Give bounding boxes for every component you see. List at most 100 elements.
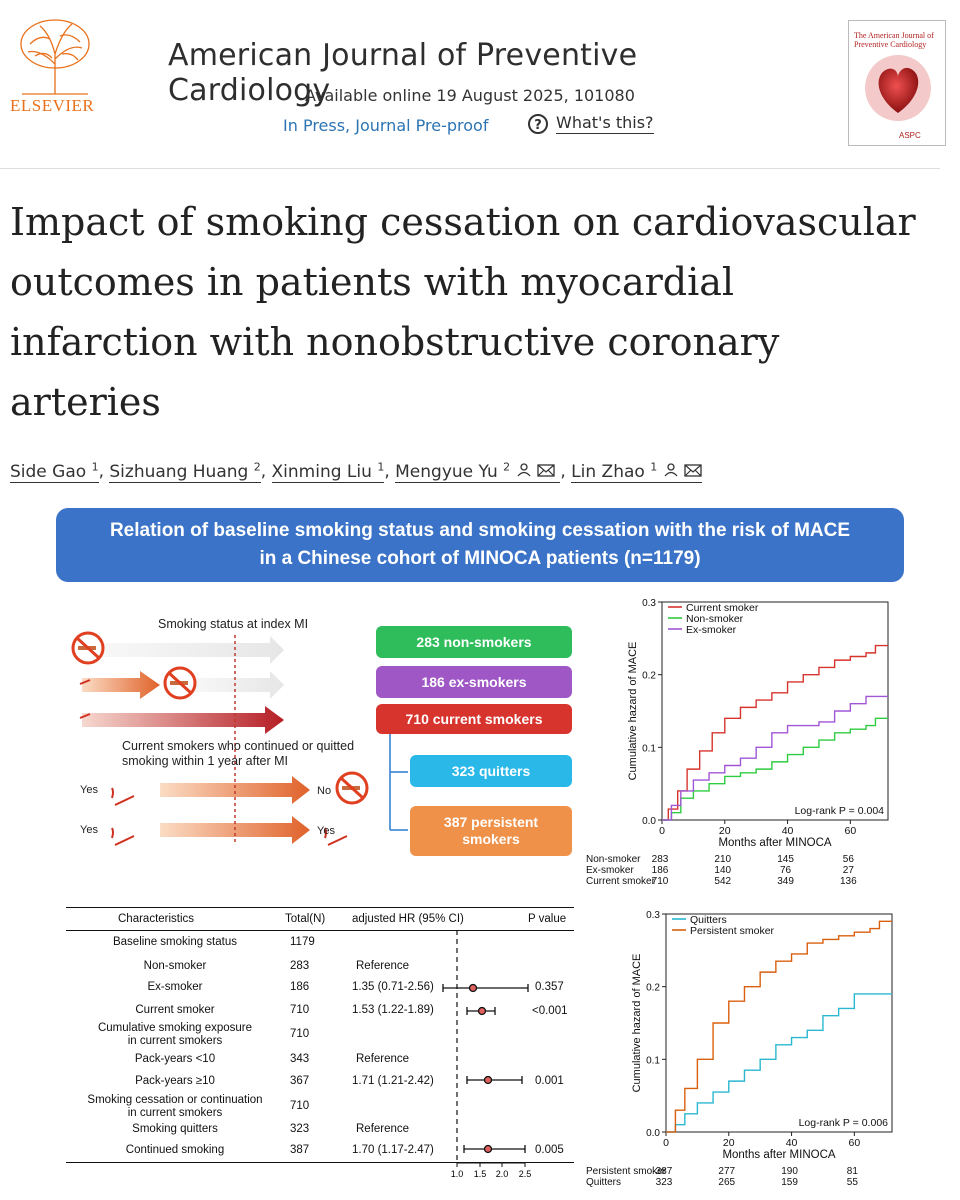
no-label: No xyxy=(317,785,332,797)
journal-cover[interactable]: The American Journal of Preventive Cardi… xyxy=(848,20,946,146)
table-row-label: Non-smoker xyxy=(143,960,207,972)
article-title: Impact of smoking cessation on cardiovas… xyxy=(10,200,916,424)
table-row-label: Continued smoking xyxy=(125,1144,225,1156)
risk-value: 387 xyxy=(656,1166,673,1177)
risk-row-label: Quitters xyxy=(586,1177,621,1188)
table-row-label: Pack-years <10 xyxy=(134,1053,216,1065)
legend-label: Ex-smoker xyxy=(686,624,737,636)
header-divider xyxy=(0,168,940,169)
table-row-n: 323 xyxy=(290,1123,310,1135)
continued-label: Current smokers who continued or quitted… xyxy=(122,739,355,768)
series-line xyxy=(666,993,892,1133)
risk-row-label: Current smoker xyxy=(586,876,656,887)
y-tick-label: 0.2 xyxy=(642,671,656,682)
table-row-p: 0.001 xyxy=(535,1075,564,1087)
legend-label: Persistent smoker xyxy=(690,925,775,937)
plot-frame xyxy=(661,601,889,821)
risk-value: 710 xyxy=(652,876,669,887)
question-icon: ? xyxy=(528,113,548,134)
forest-tick: 1.5 xyxy=(474,1169,487,1179)
col-header-total: Total(N) xyxy=(285,913,326,925)
risk-row-label: Non-smoker xyxy=(586,854,641,865)
table-row-n: 283 xyxy=(290,960,310,972)
forest-point-ex-smoker xyxy=(468,983,478,993)
y-axis-label: Cumulative hazard of MACE xyxy=(627,642,639,781)
x-axis-label: Months after MINOCA xyxy=(722,1149,835,1161)
col-header-characteristics: Characteristics xyxy=(118,913,195,925)
series-line xyxy=(662,644,888,821)
x-tick-label: 40 xyxy=(786,1137,798,1149)
no-smoking-icon xyxy=(335,771,369,805)
ex-smokers-box: 186 ex-smokers xyxy=(376,666,572,698)
forest-ci-ex-smoker xyxy=(442,984,529,992)
risk-value: 136 xyxy=(840,876,857,887)
cover-title: The American Journal of Preventive Cardi… xyxy=(854,31,934,49)
risk-value: 81 xyxy=(847,1166,859,1177)
forest-point-pack-years xyxy=(483,1075,493,1085)
series-line xyxy=(662,695,888,821)
table-row-hr: Reference xyxy=(356,1123,410,1135)
yes-label: Yes xyxy=(317,825,335,837)
series-line xyxy=(666,920,892,1133)
logrank-annotation: Log-rank P = 0.004 xyxy=(795,805,885,817)
x-tick-label: 20 xyxy=(719,825,731,837)
table-row-hr: 1.35 (0.71-2.56) xyxy=(352,981,434,993)
current-smokers-box: 710 current smokers xyxy=(376,704,572,734)
author-link[interactable]: Xinming Liu 1 xyxy=(271,460,385,483)
cigarette-icon xyxy=(79,679,348,846)
yes-label: Yes xyxy=(80,824,98,836)
author-link[interactable]: Mengyue Yu 2 xyxy=(395,460,561,483)
author-link[interactable]: Side Gao 1 xyxy=(10,460,99,483)
table-row-hr: 1.71 (1.21-2.42) xyxy=(352,1075,434,1087)
legend-label: Current smoker xyxy=(686,602,759,614)
risk-value: 349 xyxy=(777,876,794,887)
whats-this-link[interactable]: ? What's this? xyxy=(528,113,654,134)
x-tick-label: 0 xyxy=(663,1137,669,1149)
legend-label: Quitters xyxy=(690,914,727,926)
journal-name[interactable]: American Journal of Preventive Cardiolog… xyxy=(168,38,638,108)
risk-value: 159 xyxy=(781,1177,798,1188)
table-row-label: Current smoker xyxy=(135,1004,215,1016)
plot-frame xyxy=(665,913,893,1133)
risk-value: 55 xyxy=(847,1177,859,1188)
forest-ci-pack-years xyxy=(466,1076,523,1084)
quit-arrow xyxy=(160,776,310,804)
table-row-p: <0.001 xyxy=(532,1005,568,1017)
no-smoking-icon xyxy=(71,631,105,665)
heart-image xyxy=(865,55,931,121)
risk-value: 56 xyxy=(843,854,855,865)
table-row-label: Pack-years ≥10 xyxy=(135,1075,215,1087)
no-smoking-icon xyxy=(163,666,197,700)
author-link[interactable]: Sizhuang Huang 2 xyxy=(109,460,261,483)
non-smokers-box: 283 non-smokers xyxy=(376,626,572,658)
table-row-label: Smoking quitters xyxy=(132,1123,218,1135)
forest-point-continued xyxy=(483,1144,493,1154)
risk-value: 76 xyxy=(780,865,792,876)
forest-tick: 1.0 xyxy=(451,1169,464,1179)
table-row-n: 710 xyxy=(290,1100,310,1112)
risk-value: 27 xyxy=(843,865,855,876)
in-press-link[interactable]: In Press, Journal Pre-proof xyxy=(283,116,489,135)
author-link[interactable]: Lin Zhao 1 xyxy=(571,460,703,483)
table-row-n: 343 xyxy=(290,1053,310,1065)
table-row-n: 186 xyxy=(290,981,310,993)
ex-smoker-arrow-2 xyxy=(190,671,284,699)
email-icon xyxy=(684,464,702,477)
subgroup-connector xyxy=(389,733,408,831)
km-chart-smoking-status: 0.0 0.1 0.2 0.3 0 20 40 60 Months after MINOCA Cu… xyxy=(586,598,889,887)
y-tick-label: 0.1 xyxy=(646,1055,660,1066)
risk-value: 140 xyxy=(714,865,731,876)
risk-value: 542 xyxy=(714,876,731,887)
risk-value: 145 xyxy=(777,854,794,865)
logrank-annotation: Log-rank P = 0.006 xyxy=(799,1117,889,1129)
x-tick-label: 40 xyxy=(782,825,794,837)
forest-point-current-smoker xyxy=(477,1006,487,1016)
banner-line-1: Relation of baseline smoking status and … xyxy=(109,520,851,541)
table-row-p: 0.357 xyxy=(535,981,564,993)
elsevier-wordmark[interactable]: ELSEVIER xyxy=(10,96,95,115)
x-tick-label: 20 xyxy=(723,1137,735,1149)
availability-date: Available online 19 August 2025, 101080 xyxy=(305,86,635,105)
risk-value: 190 xyxy=(781,1166,798,1177)
table-row-label: Ex-smoker xyxy=(147,981,203,993)
table-row-label: Smoking cessation or continuation in cur… xyxy=(87,1094,263,1119)
